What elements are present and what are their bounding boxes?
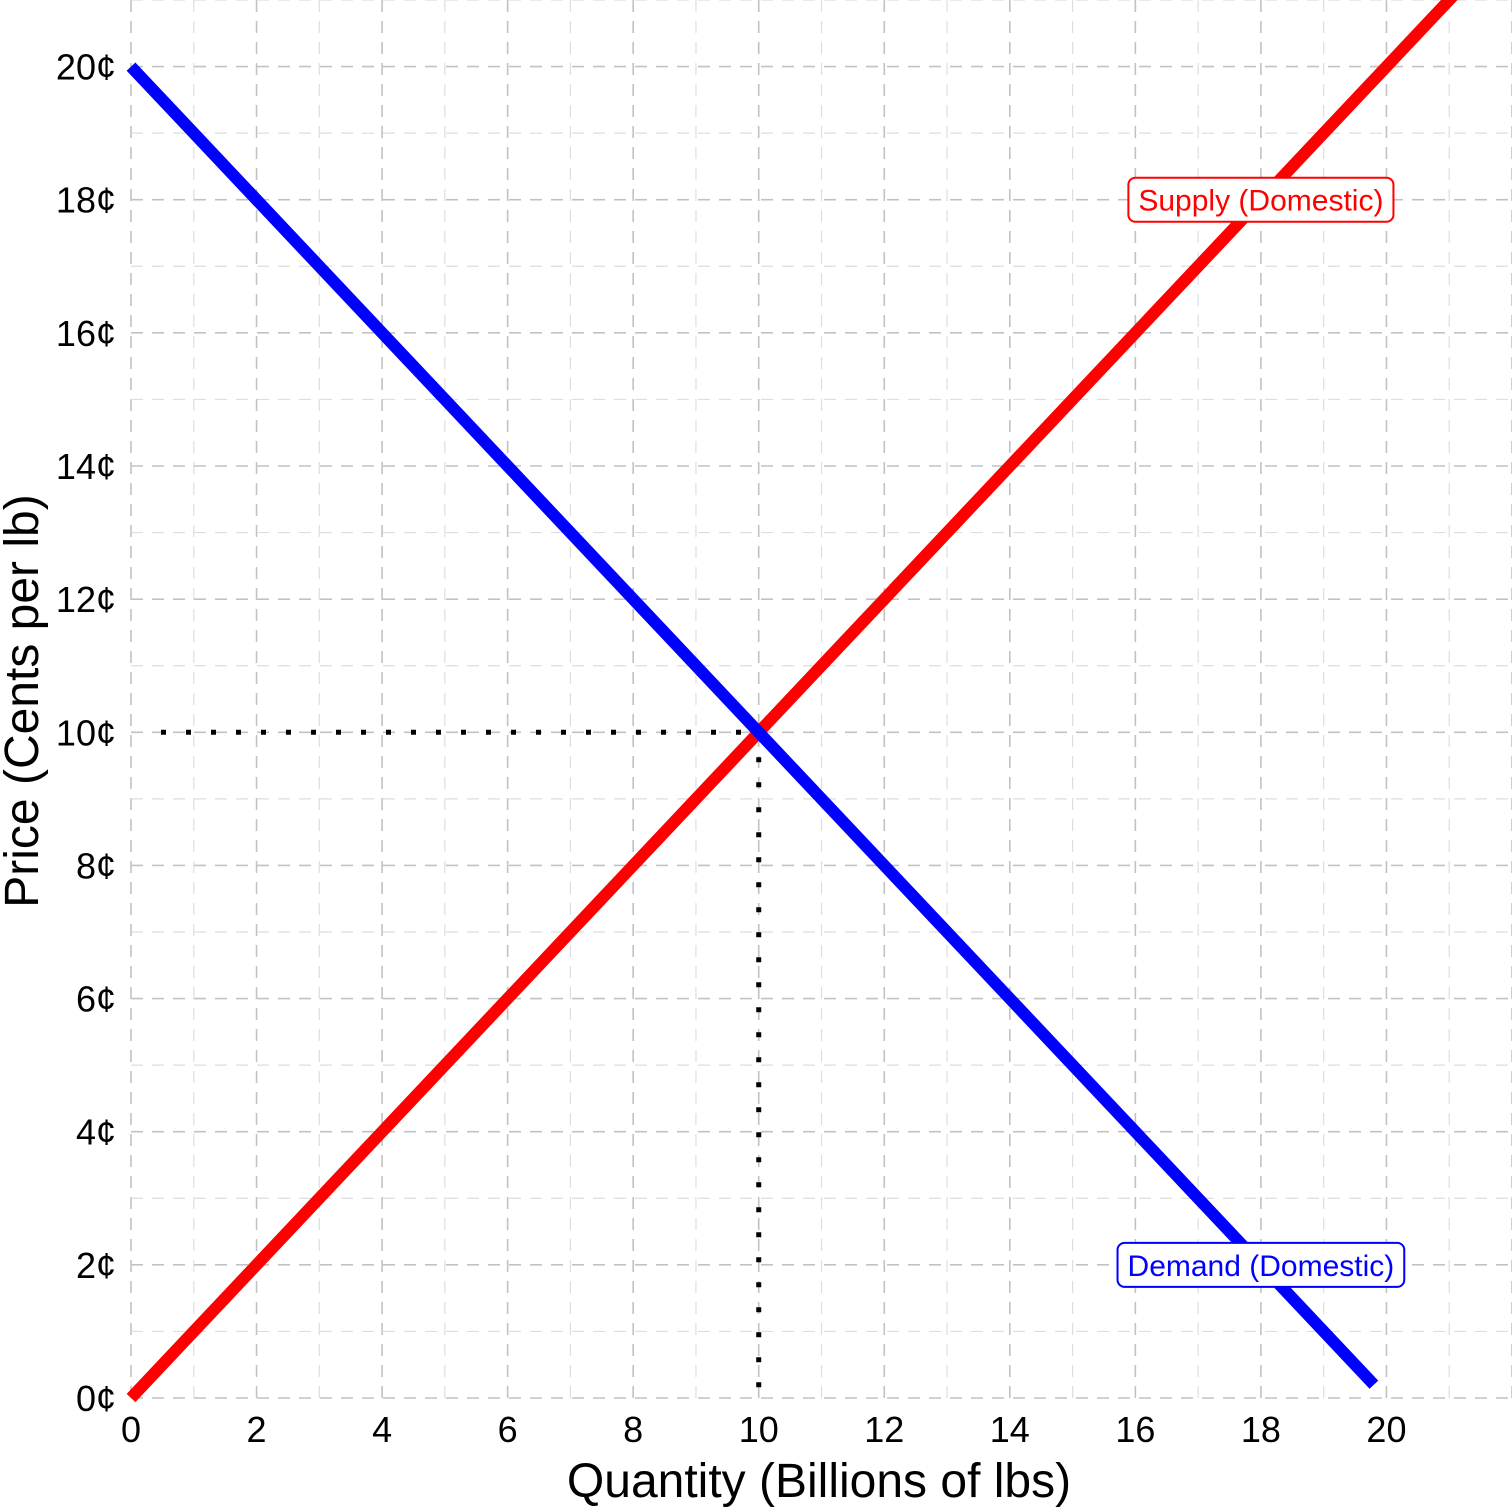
demand-line xyxy=(126,62,1379,1389)
y-tick-label: 18¢ xyxy=(56,180,116,221)
x-tick-label: 8 xyxy=(623,1409,643,1450)
y-tick-label: 4¢ xyxy=(76,1112,116,1153)
y-tick-label: 10¢ xyxy=(56,712,116,753)
y-tick-label: 14¢ xyxy=(56,446,116,487)
x-tick-label: 2 xyxy=(247,1409,267,1450)
x-axis-ticks: 0 2 4 6 8 10 12 14 16 18 20 xyxy=(121,1409,1406,1450)
grid xyxy=(130,0,1512,1399)
label-text: Supply (Domestic) xyxy=(1138,185,1383,218)
equilibrium-guides xyxy=(161,729,762,1388)
x-tick-label: 6 xyxy=(498,1409,518,1450)
curve-labels: Supply (Domestic) Demand (Domestic) xyxy=(1116,176,1406,1288)
y-tick-label: 0¢ xyxy=(76,1378,116,1419)
y-tick-label: 12¢ xyxy=(56,579,116,620)
x-tick-label: 14 xyxy=(990,1409,1030,1450)
label-text: Demand (Domestic) xyxy=(1128,1250,1395,1283)
y-tick-label: 16¢ xyxy=(56,313,116,354)
demand-label: Demand (Domestic) xyxy=(1116,1241,1406,1288)
x-axis-label: Quantity (Billions of lbs) xyxy=(567,1455,1071,1508)
x-tick-label: 0 xyxy=(121,1409,141,1450)
x-tick-label: 10 xyxy=(739,1409,779,1450)
x-tick-label: 12 xyxy=(864,1409,904,1450)
x-tick-label: 18 xyxy=(1241,1409,1281,1450)
label-box xyxy=(1116,1241,1406,1288)
y-axis-ticks: 0¢ 2¢ 4¢ 6¢ 8¢ 10¢ 12¢ 14¢ 16¢ 18¢ 20¢ xyxy=(56,47,116,1419)
y-tick-label: 6¢ xyxy=(76,979,116,1020)
y-tick-label: 8¢ xyxy=(76,845,116,886)
y-axis-label: Price (Cents per lb) xyxy=(0,494,49,907)
x-tick-label: 20 xyxy=(1366,1409,1406,1450)
y-tick-label: 2¢ xyxy=(76,1245,116,1286)
x-tick-label: 16 xyxy=(1115,1409,1155,1450)
label-box xyxy=(1127,176,1395,223)
supply-label: Supply (Domestic) xyxy=(1127,176,1395,223)
y-tick-label: 20¢ xyxy=(56,47,116,88)
x-tick-label: 4 xyxy=(372,1409,392,1450)
